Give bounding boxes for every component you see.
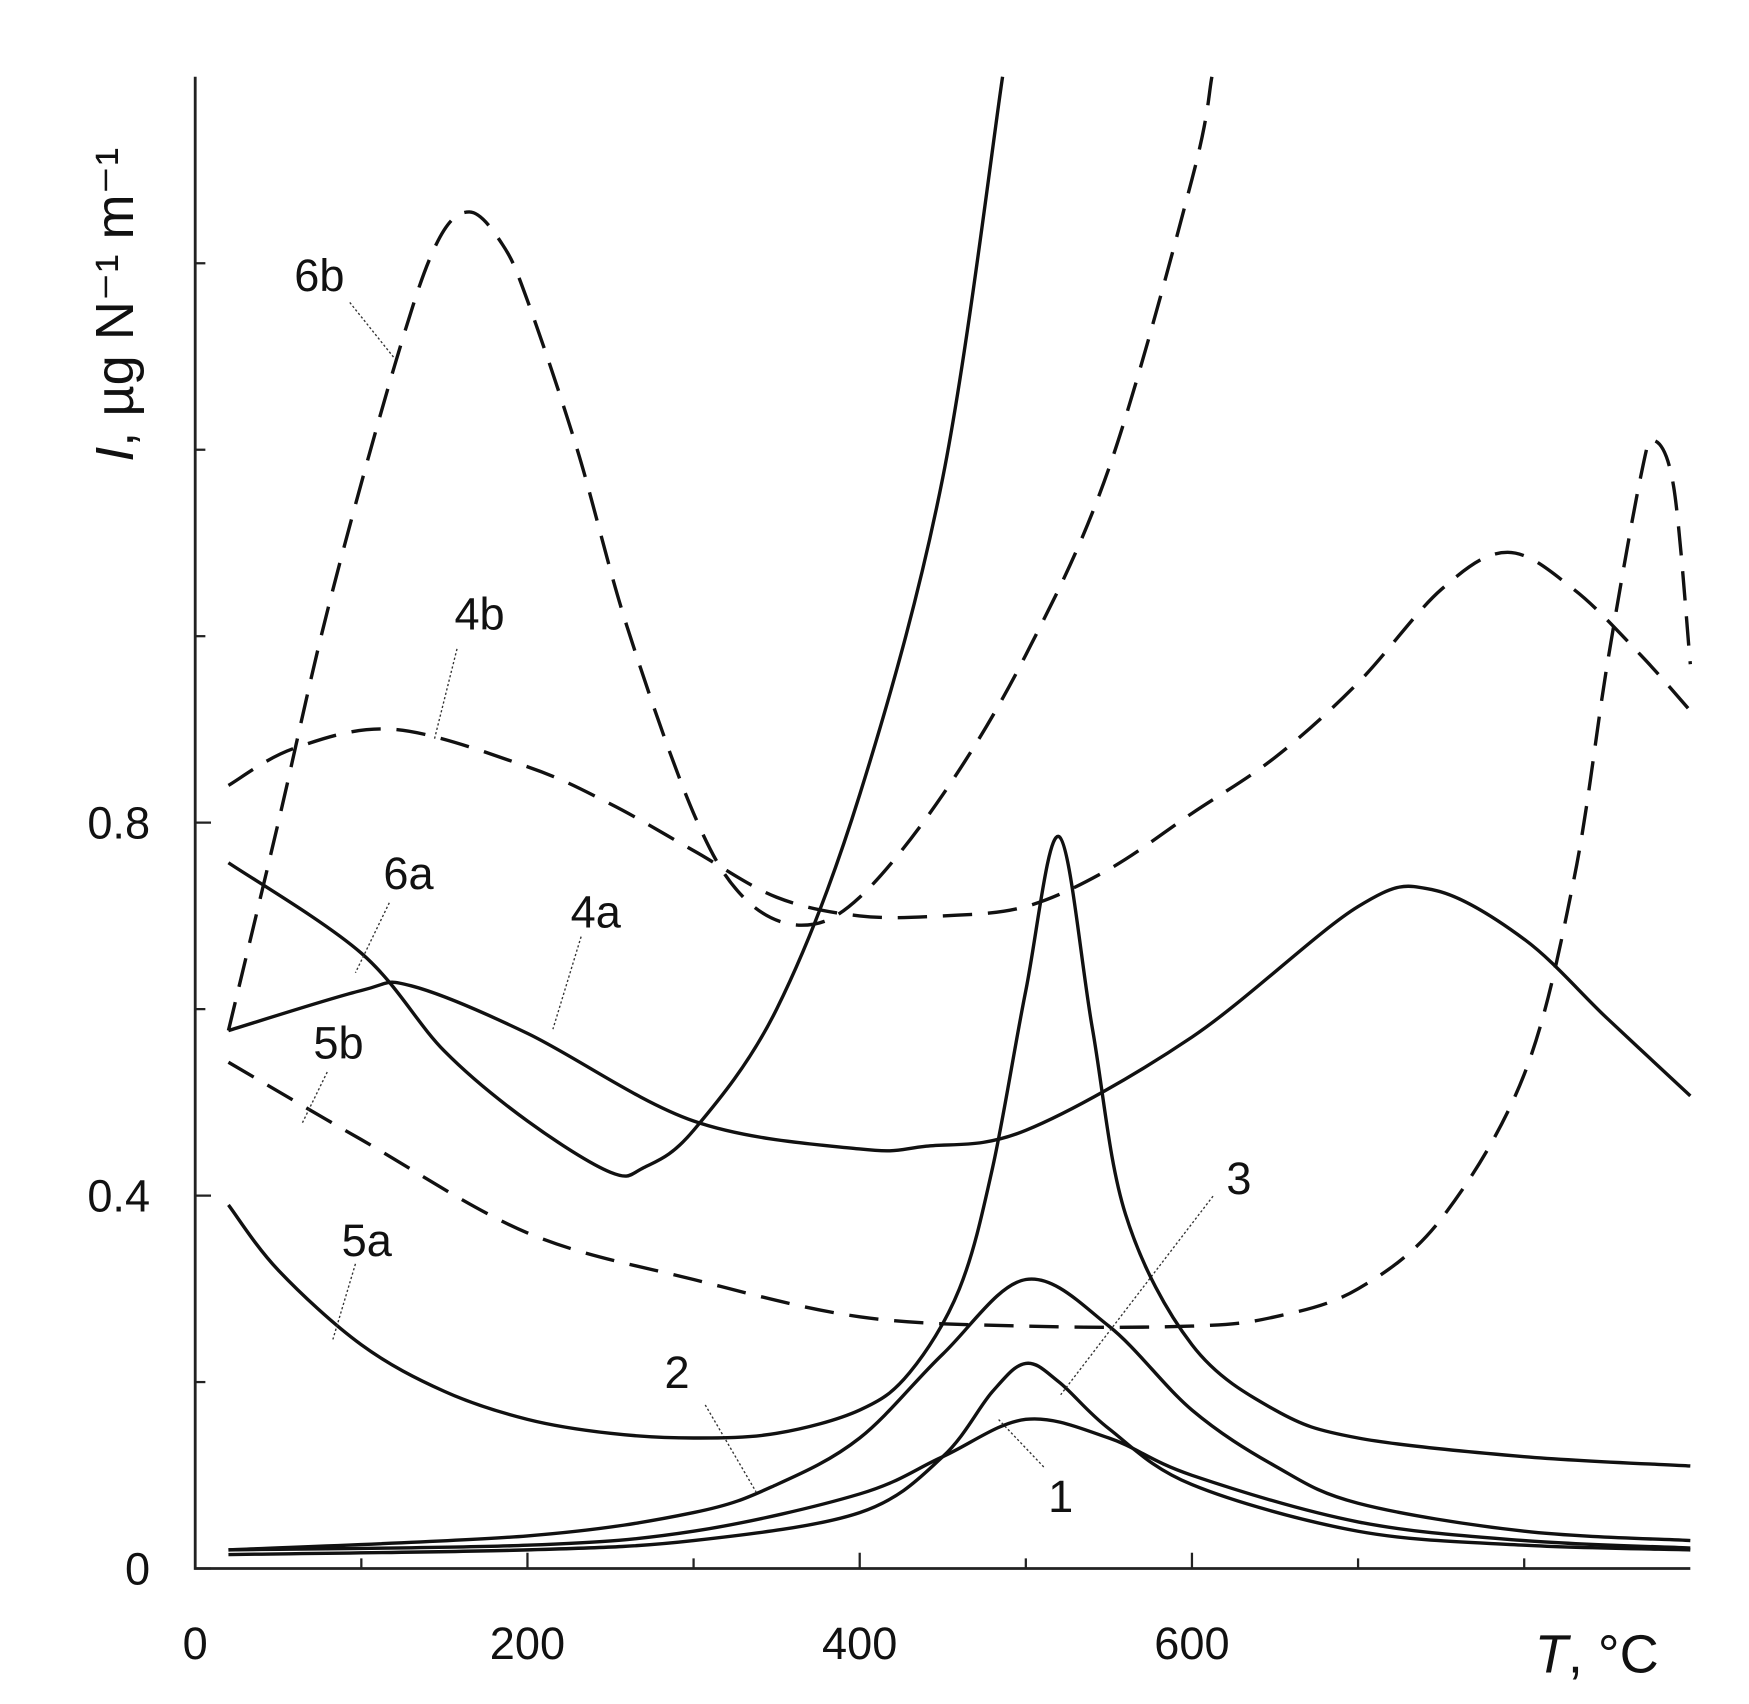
curve-label: 5a	[342, 1215, 393, 1266]
curve-label: 3	[1226, 1153, 1251, 1204]
label-leader	[433, 648, 458, 740]
x-axis-label: T, °C	[1535, 1624, 1659, 1684]
axes	[193, 76, 1691, 1570]
x-tick-label: 600	[1154, 1618, 1229, 1669]
x-tick-label: 0	[183, 1618, 208, 1669]
label-leader	[552, 936, 582, 1030]
curve-label: 1	[1048, 1471, 1073, 1522]
curve	[227, 76, 1005, 1178]
y-tick-label: 0.4	[87, 1170, 150, 1221]
curve	[226, 76, 1214, 1031]
curve	[227, 438, 1693, 1329]
curve-label: 6b	[294, 250, 344, 301]
label-leader	[1060, 1195, 1214, 1396]
label-leader	[704, 1404, 757, 1493]
curve	[228, 1361, 1691, 1557]
label-leader	[301, 1071, 328, 1124]
label-leader	[354, 902, 390, 974]
curve-label: 4a	[571, 887, 622, 938]
curve	[227, 550, 1692, 920]
curve	[227, 884, 1692, 1153]
curve	[227, 834, 1691, 1468]
x-label-unit: , °C	[1568, 1624, 1659, 1684]
x-tick-label: 400	[822, 1618, 897, 1669]
label-leader	[349, 302, 396, 360]
curve	[228, 1417, 1691, 1552]
y-label-unit: , µg N⁻¹ m⁻¹	[85, 148, 145, 447]
y-label-symbol: I	[85, 447, 145, 462]
label-leader	[332, 1263, 357, 1340]
curve	[228, 1277, 1691, 1552]
y-axis-label: I, µg N⁻¹ m⁻¹	[85, 148, 145, 462]
curve-label: 4b	[454, 589, 504, 640]
curve-label: 2	[664, 1347, 689, 1398]
curve-label: 5b	[313, 1017, 363, 1068]
x-tick-label: 200	[490, 1618, 565, 1669]
y-tick-label: 0.8	[87, 797, 150, 848]
label-leader	[998, 1419, 1045, 1468]
x-label-symbol: T	[1535, 1624, 1572, 1684]
y-tick-label: 0	[125, 1543, 150, 1594]
curve-label: 6a	[383, 848, 434, 899]
